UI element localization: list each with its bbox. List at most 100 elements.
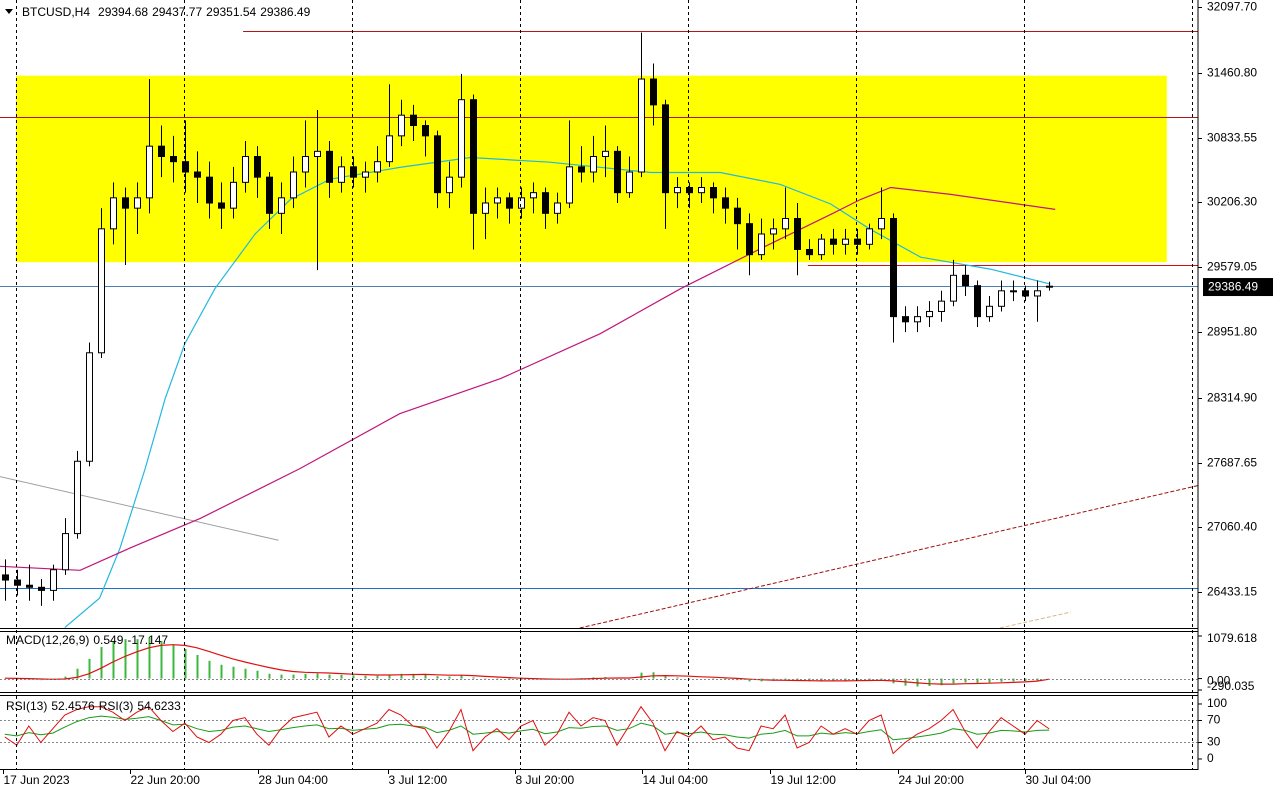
rsi-label: RSI(13) 52.4576 RSI(3) 54.6233 xyxy=(6,699,181,713)
main-panel xyxy=(0,31,1199,629)
macd-label: MACD(12,26,9) 0.549 -17.147 xyxy=(6,633,168,647)
menu-triangle xyxy=(5,9,13,14)
candle-body xyxy=(158,145,165,158)
candle-body xyxy=(638,78,645,173)
y-tick-label: 29579.05 xyxy=(1207,260,1257,274)
x-tick-label: 8 Jul 20:00 xyxy=(516,773,575,787)
candle-body xyxy=(278,197,285,214)
y-tick-label: -290.035 xyxy=(1207,679,1255,693)
candle-body xyxy=(1046,285,1053,288)
candle-body xyxy=(242,156,249,183)
y-tick-label: 1079.618 xyxy=(1207,631,1257,645)
trend-line xyxy=(999,611,1071,629)
close-value: 29386.49 xyxy=(260,5,310,19)
rsi-value: 54.6233 xyxy=(137,699,181,713)
x-tick-label: 24 Jul 20:00 xyxy=(899,773,965,787)
candle-body xyxy=(254,156,261,178)
y-tick-label: 28314.90 xyxy=(1207,391,1257,405)
candle-body xyxy=(806,248,813,256)
y-tick-label: 70 xyxy=(1207,713,1221,727)
candle-body xyxy=(674,187,681,194)
candle-body xyxy=(1010,290,1017,293)
candle-body xyxy=(830,238,837,245)
moving-average xyxy=(0,186,1056,571)
candle-body xyxy=(38,586,45,591)
signal-value: -17.147 xyxy=(127,633,168,647)
candle-body xyxy=(2,574,9,581)
candle-body xyxy=(530,192,537,199)
trend-line xyxy=(0,476,279,541)
candle-body xyxy=(110,197,117,230)
candle-body xyxy=(446,176,453,194)
candle-body xyxy=(902,316,909,323)
macd-name: MACD(12,26,9) xyxy=(6,633,89,647)
candle-body xyxy=(398,114,405,137)
candle-body xyxy=(494,197,501,204)
indicator-panels xyxy=(0,637,1198,755)
candle-body xyxy=(890,217,897,318)
candle-body xyxy=(422,125,429,137)
candle-body xyxy=(590,156,597,173)
candle-body xyxy=(938,300,945,312)
candle-body xyxy=(662,104,669,194)
x-tick-label: 28 Jun 04:00 xyxy=(259,773,329,787)
candle-body xyxy=(782,217,789,230)
candle-body xyxy=(518,197,525,209)
candle-body xyxy=(950,274,957,302)
candle-body xyxy=(122,197,129,209)
candle-body xyxy=(338,166,345,183)
candle-body xyxy=(350,166,357,178)
candle-body xyxy=(74,460,81,535)
header: BTCUSD,H4 29394.68 29437.77 29351.54 29386.4… xyxy=(5,5,311,713)
candle-body xyxy=(866,228,873,245)
candle-body xyxy=(458,99,465,178)
candle-body xyxy=(206,176,213,204)
last-price-label: 29386.49 xyxy=(1208,280,1258,294)
candle-body xyxy=(98,228,105,354)
candle-body xyxy=(482,202,489,214)
candle-body xyxy=(170,156,177,163)
high-value: 29437.77 xyxy=(152,5,202,19)
candle-body xyxy=(1022,290,1029,297)
candle-body xyxy=(914,316,921,323)
candle-body xyxy=(758,233,765,256)
candle-body xyxy=(146,145,153,199)
candle-body xyxy=(290,171,297,199)
candle-body xyxy=(14,579,21,586)
candle-body xyxy=(842,238,849,245)
candle-body xyxy=(86,352,93,462)
low-value: 29351.54 xyxy=(206,5,256,19)
candle-body xyxy=(62,533,69,571)
candle-body xyxy=(614,150,621,194)
macd-signal xyxy=(4,644,1050,685)
candle-body xyxy=(698,187,705,194)
y-tick-label: 100 xyxy=(1207,696,1227,710)
rsi-value: 52.4576 xyxy=(51,699,95,713)
candle-body xyxy=(578,166,585,173)
candle-body xyxy=(362,171,369,178)
candle-body xyxy=(998,290,1005,307)
y-tick-label: 30206.30 xyxy=(1207,195,1257,209)
candle-body xyxy=(434,135,441,194)
candle-body xyxy=(770,228,777,235)
candle-body xyxy=(410,114,417,127)
candle-body xyxy=(182,161,189,173)
symbol: BTCUSD,H4 xyxy=(22,5,90,19)
candle-body xyxy=(962,274,969,287)
candle-body xyxy=(986,305,993,318)
candle-body xyxy=(194,171,201,178)
candle-body xyxy=(926,310,933,318)
y-tick-label: 31460.80 xyxy=(1207,66,1257,80)
macd-value: 0.549 xyxy=(93,633,123,647)
candle-body xyxy=(794,217,801,250)
candle-body xyxy=(854,238,861,245)
chart-title: BTCUSD,H4 29394.68 29437.77 29351.54 29386.4… xyxy=(22,5,311,19)
y-tick-label: 27060.40 xyxy=(1207,520,1257,534)
candle-body xyxy=(470,99,477,214)
candle-body xyxy=(374,161,381,173)
candle-body xyxy=(50,569,57,591)
candle-body xyxy=(506,197,513,209)
candle-body xyxy=(974,285,981,318)
